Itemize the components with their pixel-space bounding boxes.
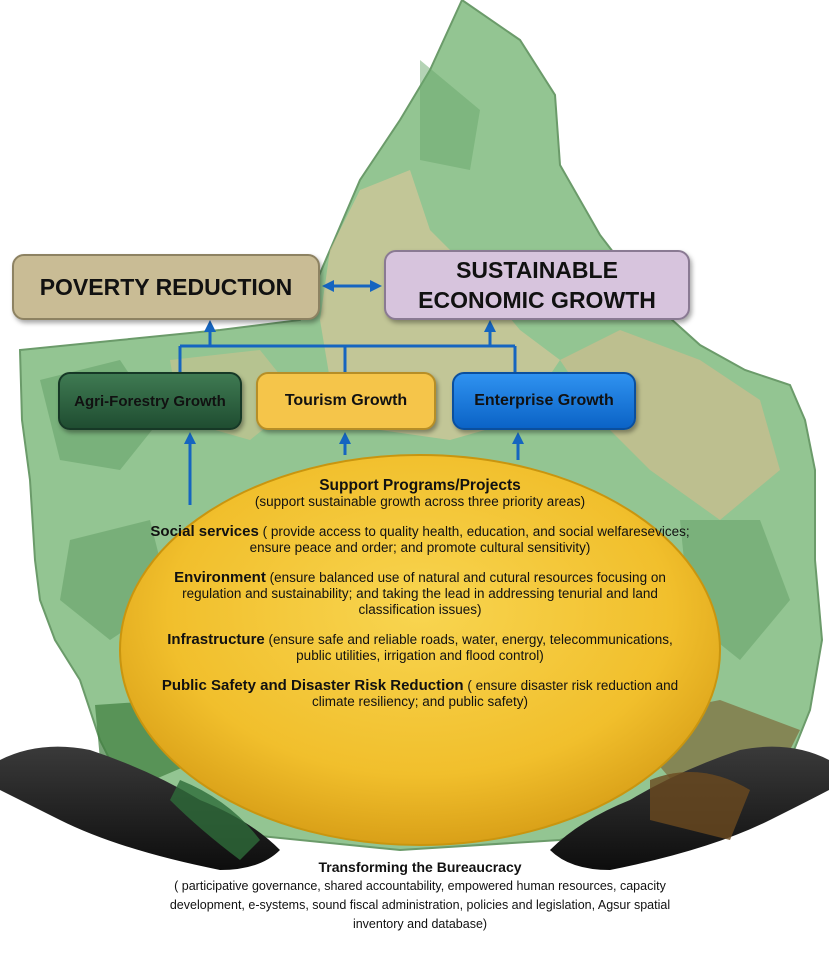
support-item-public-safety: Public Safety and Disaster Risk Reductio… [150, 678, 690, 710]
bureaucracy: Transforming the Bureaucracy ( participa… [150, 858, 690, 934]
bureaucracy-desc: ( participative governance, shared accou… [169, 879, 671, 931]
left-hand [0, 746, 280, 870]
support-desc: (support sustainable growth across three… [254, 494, 586, 509]
support-item-social: Social services ( provide access to qual… [150, 524, 690, 556]
item-desc: ( ensure disaster risk reduction and cli… [311, 678, 679, 709]
support-heading: Support Programs/Projects [319, 477, 521, 494]
bureaucracy-heading: Transforming the Bureaucracy [318, 859, 522, 875]
support-programs: Support Programs/Projects (support susta… [150, 478, 690, 724]
item-heading: Environment [174, 569, 266, 586]
tourism-box: Tourism Growth [256, 372, 436, 430]
growth-line-1: SUSTAINABLE [456, 257, 618, 283]
item-heading: Public Safety and Disaster Risk Reductio… [161, 677, 464, 694]
growth-line-2: ECONOMIC GROWTH [418, 287, 656, 313]
enterprise-box: Enterprise Growth [452, 372, 636, 430]
support-item-infrastructure: Infrastructure (ensure safe and reliable… [150, 632, 690, 664]
item-desc: ( provide access to quality health, educ… [249, 524, 690, 555]
arrowheads [184, 280, 524, 444]
item-heading: Social services [150, 523, 259, 540]
item-desc: (ensure balanced use of natural and cutu… [182, 570, 666, 617]
item-heading: Infrastructure [167, 631, 265, 648]
poverty-reduction-box: POVERTY REDUCTION [12, 254, 320, 320]
sustainable-growth-box: SUSTAINABLE ECONOMIC GROWTH [384, 250, 690, 320]
agri-forestry-box: Agri-Forestry Growth [58, 372, 242, 430]
connectors [178, 284, 520, 505]
item-desc: (ensure safe and reliable roads, water, … [264, 632, 673, 663]
support-item-environment: Environment (ensure balanced use of natu… [150, 570, 690, 618]
support-ellipse [119, 454, 721, 846]
